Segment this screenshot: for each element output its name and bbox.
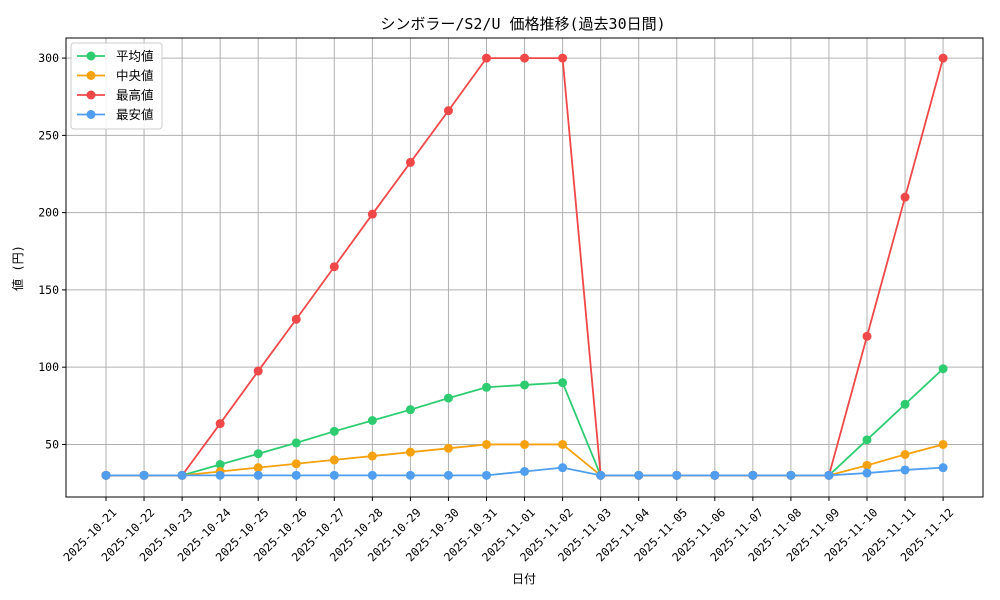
data-point [748,470,758,480]
data-point [215,460,225,470]
y-tick-label: 50 [45,437,59,451]
legend-box [70,42,163,130]
data-point [253,470,263,480]
data-point [443,443,453,453]
legend-item: 最高値 [77,88,154,103]
data-point [710,470,720,480]
data-point [938,53,948,63]
data-point [862,460,872,470]
data-point [862,468,872,478]
data-point [482,439,491,449]
legend-label: 最高値 [116,88,154,103]
series-4 [101,463,948,480]
data-point [938,463,948,473]
data-point [405,405,415,415]
data-point [786,470,796,480]
data-point [329,455,339,465]
data-point [482,53,491,63]
data-point [938,439,948,449]
y-axis-ticks: 50 100 150 200 250 300 [38,51,66,451]
data-point [558,439,568,449]
x-axis-label: 日付 [512,572,536,586]
data-point [139,470,149,480]
y-tick-label: 300 [38,51,59,65]
legend-item: 最安値 [77,107,154,122]
legend-label: 最安値 [116,107,154,122]
data-point [558,53,568,63]
data-point [405,447,415,457]
y-axis-label: 値 (円) [10,245,25,291]
y-tick-label: 100 [38,360,59,374]
data-point [900,465,910,475]
y-tick-label: 150 [38,283,59,297]
data-point [291,470,301,480]
data-point [672,470,682,480]
data-point [558,463,568,473]
data-point [291,314,301,324]
data-point [291,459,301,469]
data-point [367,416,377,425]
legend-item: 平均値 [77,49,154,64]
data-point [329,426,339,436]
legend-marker [86,110,96,119]
series-layer [101,53,948,480]
data-point [443,470,453,480]
data-point [520,467,530,476]
data-point [329,470,339,480]
data-point [482,382,491,392]
data-point [443,393,453,403]
data-point [367,470,377,480]
y-tick-label: 200 [38,206,59,220]
legend-label: 平均値 [116,49,154,64]
data-point [367,451,377,461]
data-point [824,470,834,480]
data-point [520,53,530,63]
data-point [900,192,910,202]
legend-item: 中央値 [77,68,154,83]
data-point [329,262,339,272]
data-point [520,439,530,449]
data-point [862,435,872,445]
data-point [253,449,263,459]
data-point [253,366,263,376]
legend-marker [86,90,96,100]
legend-marker [86,51,96,61]
data-point [482,470,491,480]
data-point [634,470,644,480]
data-point [862,331,872,341]
data-point [443,106,453,116]
data-point [520,380,530,390]
data-point [177,470,187,480]
legend-label: 中央値 [116,68,154,83]
data-point [596,470,606,480]
data-point [405,470,415,480]
grid-lines [66,38,983,497]
data-point [367,209,377,219]
data-point [900,450,910,459]
data-point [215,419,225,429]
data-point [938,364,948,374]
data-point [215,470,225,480]
data-point [558,378,568,388]
data-point [405,157,415,167]
data-point [253,463,263,473]
data-point [101,470,111,480]
data-point [291,438,301,448]
legend-marker [86,71,96,80]
data-point [900,399,910,409]
x-axis-ticks: 2025-10-212025-10-222025-10-232025-10-24… [60,497,956,564]
y-tick-label: 250 [38,128,59,142]
chart-title: シンボラー/S2/U 価格推移(過去30日間) [380,15,665,33]
